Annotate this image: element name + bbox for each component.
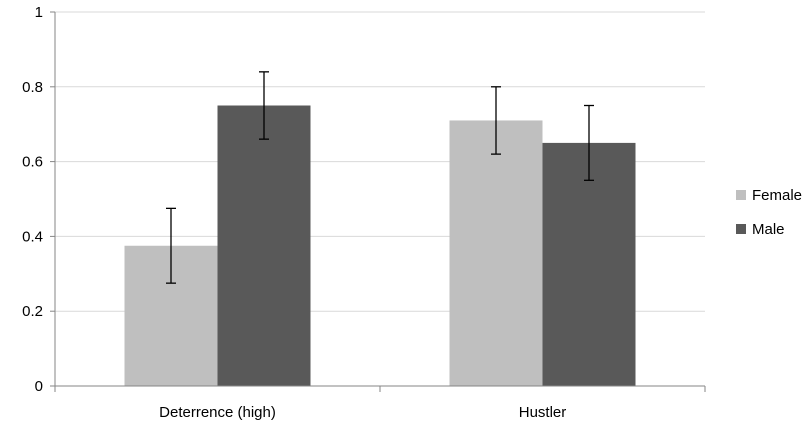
legend-label-male: Male [752,221,785,238]
legend-swatch-male [736,224,746,234]
legend-swatch-female [736,190,746,200]
y-tick-label: 0.8 [22,79,43,96]
x-tick-label: Hustler [519,404,567,421]
x-tick-label: Deterrence (high) [159,404,276,421]
bars [124,105,636,387]
y-tick-label: 1 [35,4,43,21]
y-tick-label: 0.6 [22,154,43,171]
y-tick-label: 0.4 [22,228,43,245]
y-tick-label: 0 [35,378,43,395]
bar-male-1 [542,142,636,386]
legend: Female Male [736,187,802,238]
error-bars [166,71,594,284]
axes: 0 0.2 0.4 0.6 0.8 1 Deterrence (high) Hustler [22,4,706,421]
bar-male-0 [217,105,311,386]
y-tick-label: 0.2 [22,303,43,320]
legend-label-female: Female [752,187,802,204]
bar-female-1 [449,120,543,387]
